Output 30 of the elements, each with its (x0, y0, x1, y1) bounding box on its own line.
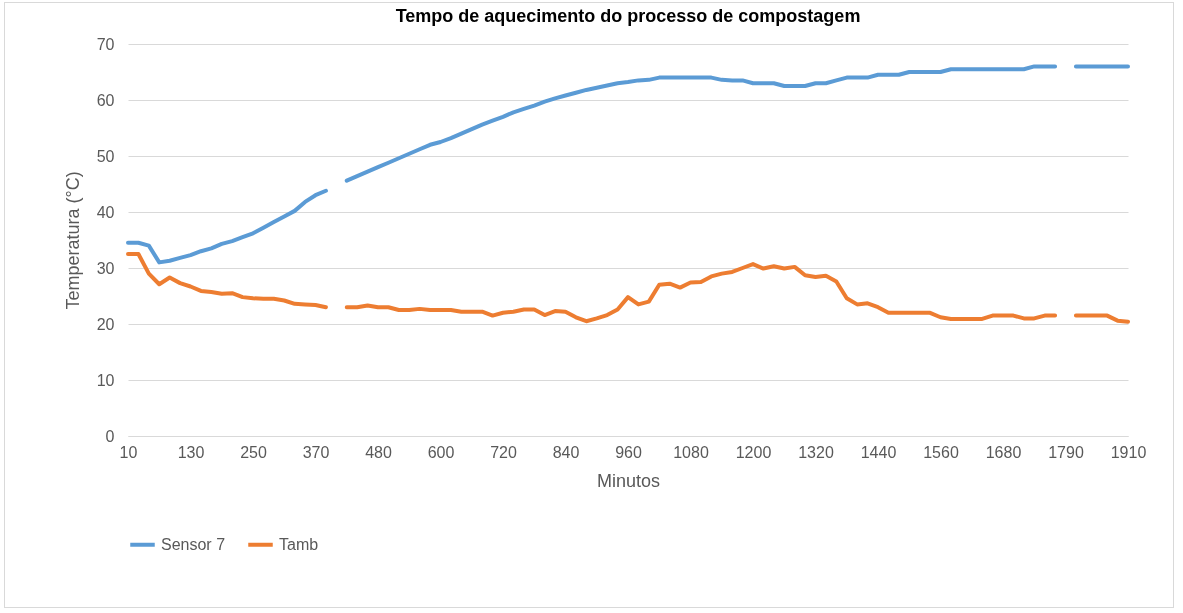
x-tick-label: 250 (240, 443, 267, 461)
x-tick-label: 1910 (1110, 443, 1147, 461)
x-tick-label: 130 (177, 443, 205, 461)
x-tick-label: 10 (119, 443, 138, 461)
y-tick-label: 30 (96, 259, 115, 277)
y-tick-label: 40 (96, 203, 115, 221)
y-tick-label: 50 (96, 147, 115, 165)
y-tick-label: 0 (105, 427, 115, 445)
legend-label: Sensor 7 (161, 535, 226, 553)
y-tick-label: 60 (96, 91, 115, 109)
x-tick-label: 370 (302, 443, 330, 461)
x-tick-label: 1440 (860, 443, 897, 461)
x-tick-label: 1320 (798, 443, 834, 461)
x-tick-label: 960 (615, 443, 642, 461)
x-tick-label: 1080 (673, 443, 709, 461)
y-tick-label: 20 (96, 315, 115, 333)
x-tick-label: 1790 (1048, 443, 1084, 461)
x-tick-label: 1200 (735, 443, 772, 461)
x-tick-label: 1680 (985, 443, 1022, 461)
x-axis-title: Minutos (596, 470, 661, 491)
x-tick-label: 480 (365, 443, 392, 461)
x-tick-label: 840 (552, 443, 580, 461)
x-tick-label: 720 (490, 443, 517, 461)
legend-label: Tamb (279, 535, 319, 553)
chart-title: Tempo de aquecimento do processo de compostagem (395, 6, 861, 26)
x-tick-label: 600 (427, 443, 455, 461)
y-axis-title: Temperatura (°C) (62, 171, 83, 310)
x-tick-label: 1560 (923, 443, 959, 461)
y-tick-label: 10 (96, 371, 115, 389)
y-tick-label: 70 (96, 35, 115, 53)
